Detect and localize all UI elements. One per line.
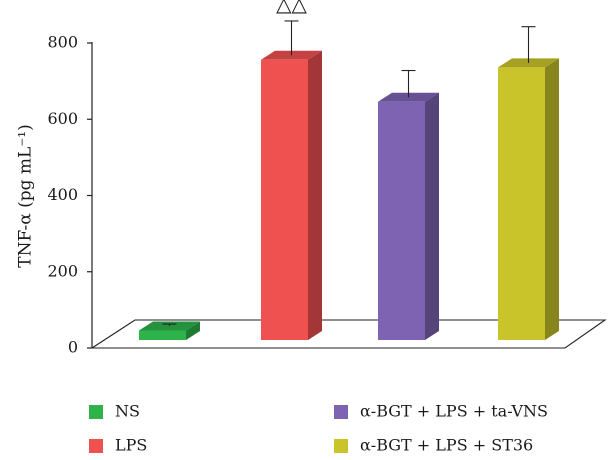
bar-front <box>261 59 308 340</box>
y-tick-label: 800 <box>47 33 78 52</box>
bar-front <box>139 330 186 340</box>
floor-plane <box>90 319 607 349</box>
bar-front <box>498 67 545 340</box>
legend-label: LPS <box>115 436 147 455</box>
legend-label: α-BGT + LPS + ta-VNS <box>360 402 548 421</box>
bar <box>378 69 439 340</box>
y-tick-label: 400 <box>47 185 78 204</box>
legend-label: NS <box>115 402 140 421</box>
bar-side <box>186 321 200 340</box>
bar-front <box>378 101 425 340</box>
bar <box>498 26 559 340</box>
bar-side <box>545 58 559 340</box>
bar-side <box>308 50 322 340</box>
legend-swatch <box>89 439 103 453</box>
bar <box>139 321 200 340</box>
legend-swatch <box>334 439 348 453</box>
legend-swatch <box>334 405 348 419</box>
bar-side <box>425 92 439 340</box>
bar: △△ <box>261 0 322 340</box>
significance-annotation: △△ <box>276 0 307 16</box>
legend-swatch <box>89 405 103 419</box>
y-axis-label: TNF-α (pg mL⁻¹) <box>16 124 36 268</box>
y-tick-label: 200 <box>47 261 78 280</box>
legend-label: α-BGT + LPS + ST36 <box>360 436 533 455</box>
y-tick-label: 600 <box>47 109 78 128</box>
y-tick-label: 0 <box>68 338 78 357</box>
